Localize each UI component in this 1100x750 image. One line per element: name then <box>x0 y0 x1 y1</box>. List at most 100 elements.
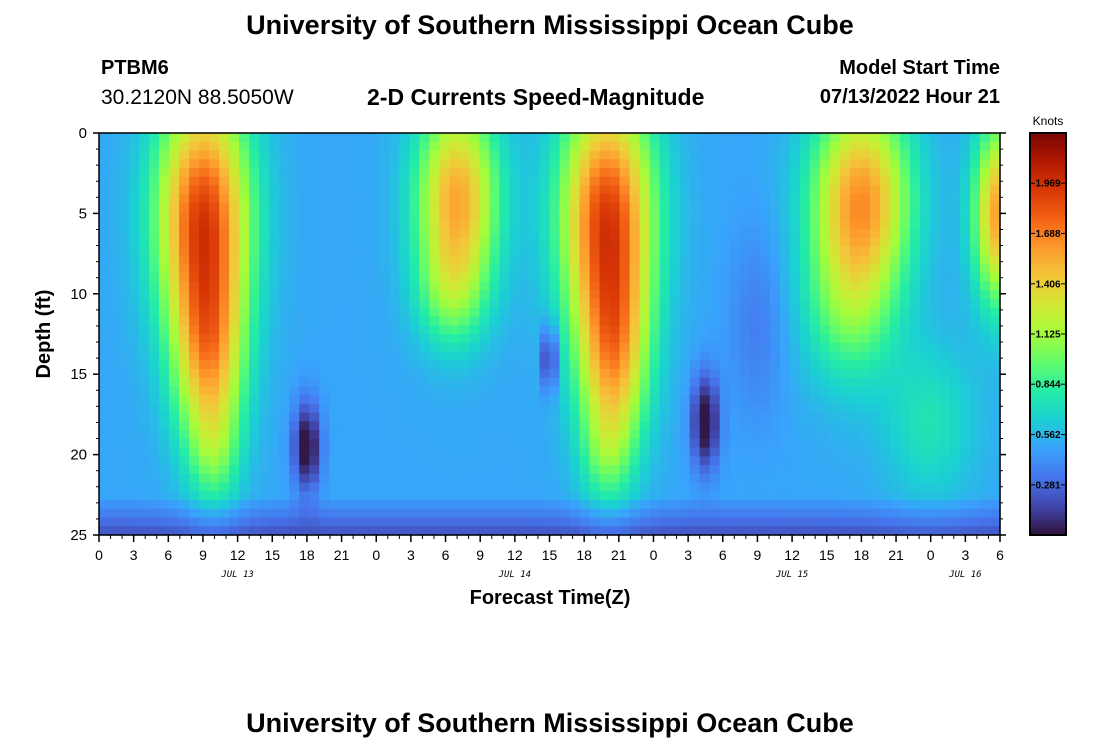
heatmap-cell <box>649 421 661 431</box>
heatmap-cell <box>549 159 561 169</box>
heatmap-cell <box>659 246 671 256</box>
heatmap-cell <box>659 368 671 379</box>
heatmap-cell <box>419 526 430 536</box>
heatmap-cell <box>949 141 961 152</box>
heatmap-cell <box>319 307 330 318</box>
heatmap-cell <box>989 150 1001 160</box>
heatmap-cell <box>299 334 310 344</box>
heatmap-cell <box>459 412 471 422</box>
heatmap-cell <box>609 482 621 492</box>
heatmap-cell <box>349 360 360 370</box>
heatmap-cell <box>919 229 931 239</box>
heatmap-cell <box>279 342 290 353</box>
heatmap-cell <box>749 342 761 353</box>
heatmap-cell <box>689 465 701 475</box>
heatmap-cell <box>899 456 911 466</box>
heatmap-cell <box>939 290 951 300</box>
heatmap-cell <box>189 368 200 379</box>
heatmap-cell <box>899 202 911 213</box>
heatmap-cell <box>219 229 230 239</box>
heatmap-cell <box>399 456 410 466</box>
heatmap-cell <box>429 255 440 265</box>
heatmap-cell <box>909 246 921 256</box>
heatmap-cell <box>689 517 701 527</box>
heatmap-cell <box>369 473 380 484</box>
heatmap-cell <box>399 246 410 256</box>
heatmap-cell <box>319 438 330 449</box>
heatmap-cell <box>969 395 981 405</box>
heatmap-cell <box>619 325 631 335</box>
heatmap-cell <box>799 421 811 431</box>
heatmap-cell <box>509 281 521 291</box>
heatmap-cell <box>649 526 661 536</box>
heatmap-cell <box>199 255 210 265</box>
heatmap-cell <box>219 264 230 274</box>
heatmap-cell <box>539 508 551 519</box>
heatmap-cell <box>659 325 671 335</box>
heatmap-cell <box>749 167 761 178</box>
heatmap-cell <box>309 526 320 536</box>
heatmap-cell <box>739 351 751 361</box>
heatmap-cell <box>349 456 360 466</box>
heatmap-cell <box>299 176 310 187</box>
heatmap-cell <box>579 299 591 309</box>
heatmap-cell <box>359 133 370 143</box>
heatmap-cell <box>979 290 991 300</box>
heatmap-cell <box>289 141 300 152</box>
heatmap-cell <box>229 194 240 204</box>
heatmap-cell <box>649 456 661 466</box>
heatmap-cell <box>349 500 360 510</box>
heatmap-cell <box>799 456 811 466</box>
heatmap-cell <box>149 167 160 178</box>
heatmap-cell <box>189 167 200 178</box>
heatmap-cell <box>989 412 1001 422</box>
heatmap-cell <box>849 465 861 475</box>
heatmap-cell <box>719 351 731 361</box>
heatmap-cell <box>529 500 541 510</box>
heatmap-cell <box>659 150 671 160</box>
heatmap-cell <box>479 430 491 440</box>
heatmap-cell <box>179 167 190 178</box>
heatmap-cell <box>639 395 651 405</box>
heatmap-cell <box>639 517 651 527</box>
heatmap-cell <box>379 272 390 283</box>
heatmap-cell <box>279 167 290 178</box>
heatmap-cell <box>699 220 711 230</box>
heatmap-cell <box>249 421 260 431</box>
heatmap-cell <box>189 290 200 300</box>
colorbar-tick-label: 0.562 <box>1035 430 1060 441</box>
heatmap-cell <box>169 133 180 143</box>
heatmap-cell <box>589 290 601 300</box>
heatmap-cell <box>289 447 300 457</box>
heatmap-cell <box>609 342 621 353</box>
heatmap-cell <box>209 342 220 353</box>
heatmap-cell <box>979 395 991 405</box>
heatmap-cell <box>159 412 170 422</box>
heatmap-cell <box>949 517 961 527</box>
heatmap-cell <box>279 325 290 335</box>
heatmap-cell <box>389 517 400 527</box>
heatmap-cell <box>659 377 671 388</box>
heatmap-cell <box>789 334 801 344</box>
heatmap-cell <box>529 342 541 353</box>
heatmap-cell <box>629 299 641 309</box>
heatmap-cell <box>849 508 861 519</box>
heatmap-cell <box>689 316 701 326</box>
heatmap-cell <box>719 264 731 274</box>
heatmap-cell <box>459 421 471 431</box>
heatmap-cell <box>929 438 941 449</box>
heatmap-cell <box>719 412 731 422</box>
heatmap-cell <box>889 508 901 519</box>
heatmap-cell <box>939 281 951 291</box>
heatmap-cell <box>429 202 440 213</box>
heatmap-cell <box>299 290 310 300</box>
heatmap-cell <box>769 325 781 335</box>
heatmap-cell <box>419 473 430 484</box>
heatmap-cell <box>99 133 110 143</box>
heatmap-cell <box>329 316 340 326</box>
heatmap-cell <box>629 395 641 405</box>
heatmap-cell <box>149 377 160 388</box>
heatmap-cell <box>599 351 611 361</box>
heatmap-cell <box>669 473 681 484</box>
heatmap-cell <box>439 500 450 510</box>
